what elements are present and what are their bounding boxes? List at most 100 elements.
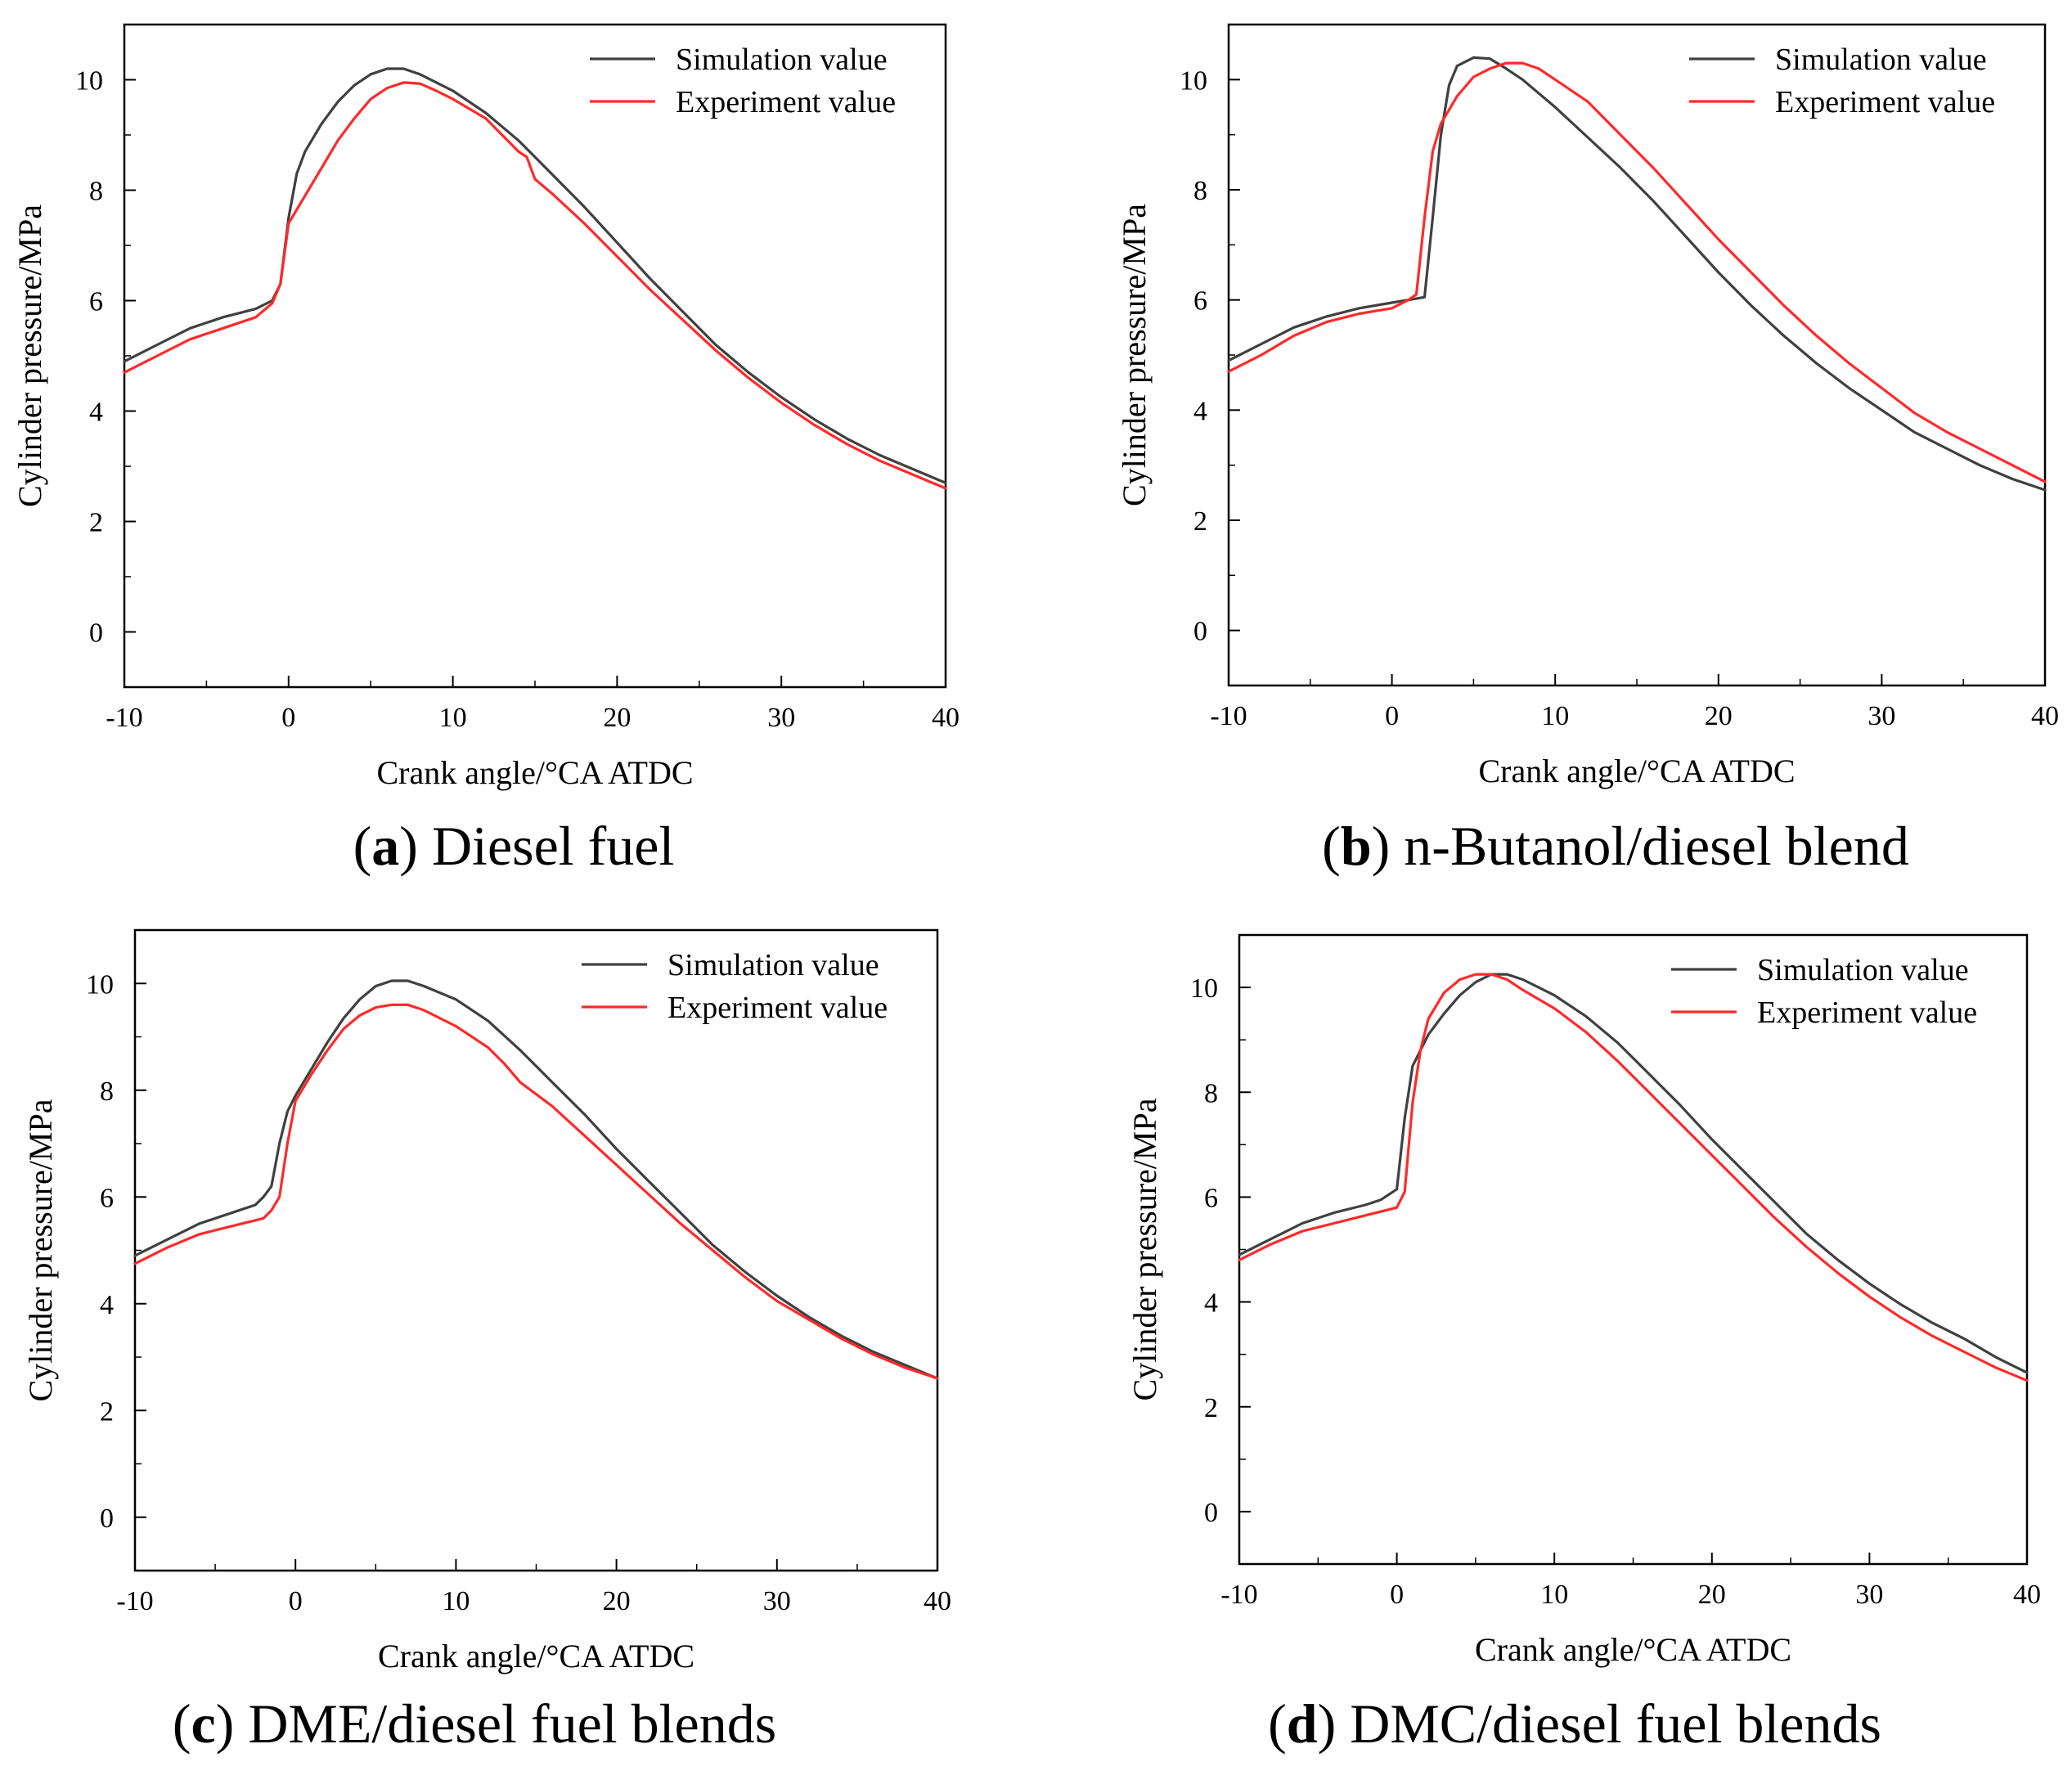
y-axis-title: Cylinder pressure/MPa <box>1116 204 1153 506</box>
y-tick-label: 8 <box>1193 176 1207 206</box>
series-line-experiment <box>1238 973 2029 1382</box>
y-tick-label: 10 <box>1190 973 1218 1004</box>
chart-panel-b: -10 0 10 20 30 40 0 2 4 6 8 10 Crank angle/°CA ATDC C… <box>1116 23 2059 877</box>
caption-paren-close: ) <box>399 815 432 877</box>
y-tick-label: 4 <box>100 1290 114 1320</box>
y-tick-label: 10 <box>75 66 103 97</box>
y-tick-label: 0 <box>100 1504 114 1534</box>
y-tick-label: 0 <box>89 618 103 649</box>
series-line-simulation <box>133 979 939 1380</box>
legend-label: Simulation value <box>667 948 879 982</box>
caption-paren-open: ( <box>1322 815 1341 877</box>
legend-label: Experiment value <box>1757 996 1977 1030</box>
x-tick-label: 20 <box>603 1586 631 1616</box>
y-tick-label: 0 <box>1193 617 1207 647</box>
legend-label: Simulation value <box>1775 43 1987 77</box>
y-tick-label: 0 <box>1204 1498 1218 1528</box>
caption-text: DMC/diesel fuel blends <box>1350 1692 1881 1755</box>
y-tick-label: 4 <box>1193 396 1207 426</box>
caption-paren-close: ) <box>1318 1692 1351 1755</box>
y-tick-label: 8 <box>89 177 103 207</box>
legend-label: Experiment value <box>676 85 896 119</box>
x-axis-title: Crank angle/°CA ATDC <box>376 754 693 791</box>
y-tick-label: 6 <box>1204 1183 1218 1213</box>
y-tick-label: 2 <box>100 1396 114 1427</box>
x-tick-label: 0 <box>289 1586 303 1616</box>
legend-label: Experiment value <box>1775 85 1995 119</box>
y-tick-label: 10 <box>86 969 114 1000</box>
x-tick-label: 30 <box>767 703 795 733</box>
x-tick-label: 10 <box>1540 1580 1568 1610</box>
series-line-experiment <box>1227 61 2047 483</box>
x-axis-title: Crank angle/°CA ATDC <box>1478 753 1795 789</box>
caption-paren-close: ) <box>216 1692 249 1755</box>
x-tick-label: 0 <box>1385 701 1399 731</box>
legend-label: Simulation value <box>1757 953 1969 987</box>
y-tick-label: 2 <box>1204 1393 1218 1423</box>
y-axis-title: Cylinder pressure/MPa <box>11 205 48 507</box>
legend-label: Simulation value <box>676 43 888 77</box>
caption-text: DME/diesel fuel blends <box>248 1692 776 1755</box>
x-tick-label: 40 <box>924 1586 951 1616</box>
caption-paren-open: ( <box>1268 1692 1287 1755</box>
x-tick-label: 0 <box>1390 1580 1404 1610</box>
x-tick-label: 0 <box>281 703 295 733</box>
x-tick-label: 30 <box>1867 701 1895 731</box>
panel-caption: (a) Diesel fuel <box>353 815 675 877</box>
x-tick-label: 40 <box>932 703 960 733</box>
caption-letter: b <box>1341 815 1372 877</box>
caption-paren-open: ( <box>353 815 372 877</box>
panel-caption: (c) DME/diesel fuel blends <box>173 1692 776 1755</box>
series-line-simulation <box>1238 973 2029 1374</box>
caption-text: n-Butanol/diesel blend <box>1404 815 1909 877</box>
x-tick-label: 40 <box>2031 701 2059 731</box>
y-tick-label: 2 <box>89 508 103 538</box>
y-axis-title: Cylinder pressure/MPa <box>22 1099 59 1401</box>
x-tick-label: -10 <box>116 1586 153 1616</box>
caption-letter: d <box>1287 1692 1318 1755</box>
y-tick-label: 2 <box>1193 506 1207 537</box>
plot-frame <box>133 928 939 1572</box>
x-tick-label: -10 <box>106 703 142 733</box>
plot-frame <box>1227 23 2047 687</box>
y-tick-label: 8 <box>100 1077 114 1107</box>
y-tick-label: 6 <box>100 1183 114 1213</box>
y-tick-label: 4 <box>1204 1288 1218 1319</box>
series-line-experiment <box>123 81 947 490</box>
x-tick-label: -10 <box>1210 701 1247 731</box>
caption-text: Diesel fuel <box>432 815 674 877</box>
y-tick-label: 8 <box>1204 1078 1218 1108</box>
plot-frame <box>123 23 947 689</box>
x-tick-label: 10 <box>439 703 467 733</box>
series-line-experiment <box>133 1003 939 1380</box>
x-tick-label: 10 <box>442 1586 470 1616</box>
y-tick-label: 6 <box>1193 286 1207 317</box>
y-tick-label: 4 <box>89 398 103 428</box>
x-axis-title: Crank angle/°CA ATDC <box>378 1638 694 1674</box>
x-tick-label: 20 <box>1698 1580 1726 1610</box>
caption-letter: a <box>371 815 399 877</box>
x-tick-label: 20 <box>1705 701 1733 731</box>
legend-label: Experiment value <box>667 991 888 1025</box>
x-axis-title: Crank angle/°CA ATDC <box>1475 1631 1791 1668</box>
y-axis-title: Cylinder pressure/MPa <box>1126 1098 1163 1400</box>
panel-caption: (b) n-Butanol/diesel blend <box>1322 815 1909 877</box>
panel-caption: (d) DMC/diesel fuel blends <box>1268 1692 1881 1755</box>
x-tick-label: 30 <box>1855 1580 1883 1610</box>
x-tick-label: 20 <box>603 703 631 733</box>
series-line-simulation <box>123 67 947 484</box>
x-tick-label: 30 <box>763 1586 791 1616</box>
caption-letter: c <box>191 1692 215 1755</box>
y-tick-label: 6 <box>89 287 103 317</box>
x-tick-label: 40 <box>2013 1580 2041 1610</box>
chart-panel-c: -10 0 10 20 30 40 0 2 4 6 8 10 Crank angle/°CA ATDC C… <box>22 928 951 1755</box>
caption-paren-open: ( <box>173 1692 191 1755</box>
x-tick-label: -10 <box>1220 1580 1257 1610</box>
caption-paren-close: ) <box>1372 815 1405 877</box>
series-line-simulation <box>1227 56 2047 492</box>
y-tick-label: 10 <box>1180 65 1207 96</box>
chart-panel-d: -10 0 10 20 30 40 0 2 4 6 8 10 Crank angle/°CA ATDC C… <box>1126 933 2041 1755</box>
x-tick-label: 10 <box>1541 701 1569 731</box>
chart-panel-a: -10 0 10 20 30 40 0 2 4 6 8 10 Crank angle/°CA ATDC C… <box>11 23 960 877</box>
